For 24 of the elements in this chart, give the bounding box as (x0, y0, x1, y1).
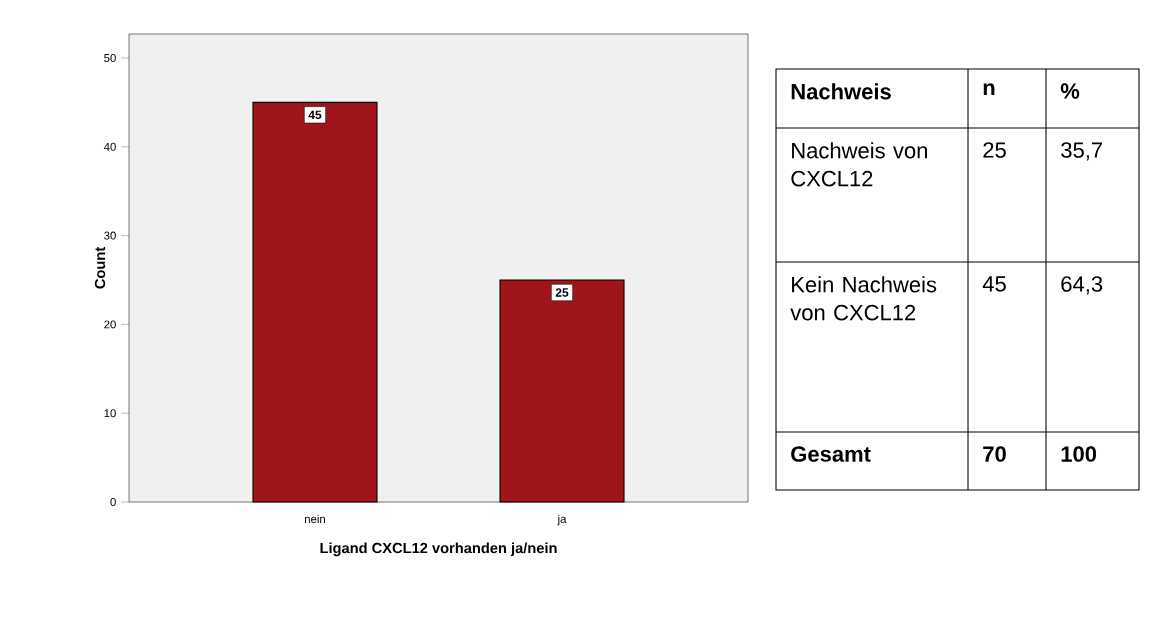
x-tick-label: ja (557, 514, 567, 526)
y-axis-title: Count (94, 247, 106, 289)
text: 25 (983, 142, 1006, 158)
y-tick-label: 0 (110, 498, 116, 507)
data-label: 25 (555, 288, 569, 297)
x-tick-label: nein (305, 514, 325, 524)
y-tick-label: 30 (104, 231, 116, 240)
text: Kein Nachweis von CXCL12 (790, 276, 937, 321)
y-tick-label: 40 (103, 142, 116, 151)
y-tick-label: 20 (104, 320, 116, 329)
text: n (983, 83, 995, 96)
x-axis-title: Ligand CXCL12 vorhanden ja/nein (320, 542, 557, 557)
text: 100 (1061, 446, 1097, 462)
text: 64,3 (1061, 276, 1103, 295)
text: Gesamt (791, 446, 871, 462)
y-tick-label: 50 (104, 53, 116, 62)
text: Nachweis von CXCL12 (791, 142, 927, 187)
text: 35,7 (1061, 142, 1102, 161)
text: % (1060, 83, 1080, 99)
y-tick-label: 10 (104, 409, 116, 418)
text: Nachweis (791, 83, 891, 100)
text: 45 (982, 276, 1006, 292)
text: 70 (983, 446, 1006, 462)
data-label: 45 (308, 110, 322, 120)
